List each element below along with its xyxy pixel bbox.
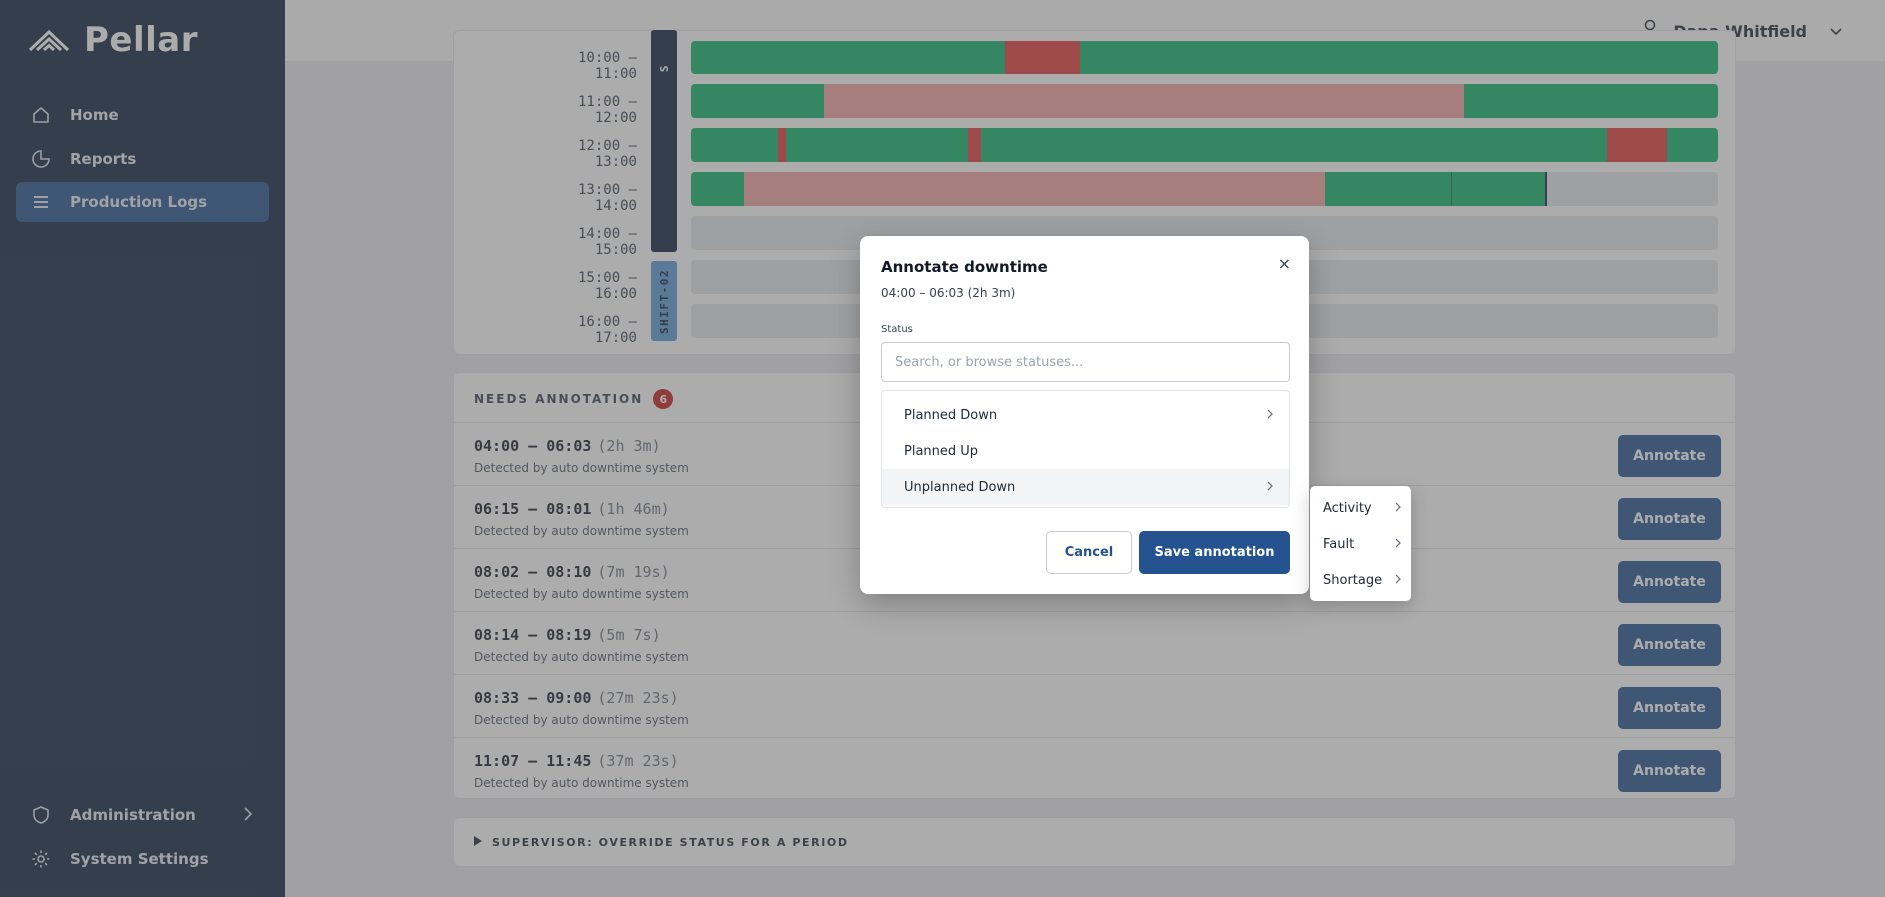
cancel-button[interactable]: Cancel — [1046, 531, 1132, 574]
annotate-downtime-modal: Annotate downtime × 04:00 – 06:03 (2h 3m… — [860, 236, 1309, 594]
status-options-list: Planned Down Planned Up Unplanned Down — [881, 390, 1290, 508]
submenu-label: Fault — [1323, 536, 1355, 552]
modal-title: Annotate downtime — [881, 258, 1048, 276]
submenu-item-fault[interactable]: Fault — [1310, 526, 1411, 562]
option-label: Planned Up — [904, 443, 979, 459]
status-option-unplanned-down[interactable]: Unplanned Down — [882, 469, 1289, 505]
submenu-label: Activity — [1323, 500, 1372, 516]
option-label: Unplanned Down — [904, 479, 1016, 495]
option-label: Planned Down — [904, 407, 998, 423]
status-option-planned-down[interactable]: Planned Down — [882, 397, 1289, 433]
chevron-right-icon — [1267, 408, 1273, 423]
chevron-right-icon — [1267, 480, 1273, 495]
status-option-planned-up[interactable]: Planned Up — [882, 433, 1289, 469]
save-annotation-button[interactable]: Save annotation — [1139, 531, 1290, 574]
chevron-right-icon — [1395, 537, 1401, 552]
chevron-right-icon — [1395, 573, 1401, 588]
chevron-right-icon — [1395, 501, 1401, 516]
submenu-item-activity[interactable]: Activity — [1310, 490, 1411, 526]
modal-subtitle: 04:00 – 06:03 (2h 3m) — [881, 286, 1016, 300]
status-search-input[interactable] — [881, 342, 1290, 382]
submenu-label: Shortage — [1323, 572, 1383, 588]
unplanned-down-submenu: Activity Fault Shortage — [1310, 486, 1411, 601]
close-icon[interactable]: × — [1277, 254, 1291, 273]
status-field-label: Status — [881, 324, 913, 335]
submenu-item-shortage[interactable]: Shortage — [1310, 562, 1411, 598]
